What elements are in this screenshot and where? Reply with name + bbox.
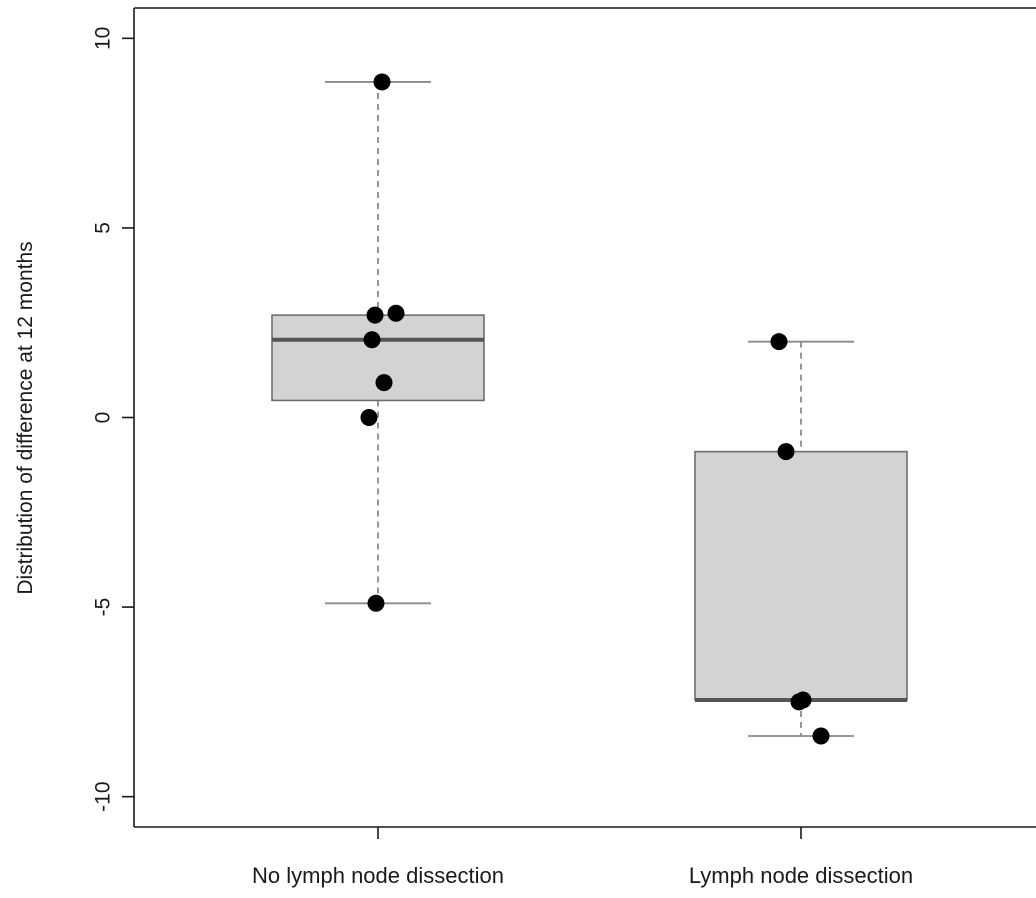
data-point	[375, 374, 393, 392]
y-tick-label: 10	[92, 27, 115, 50]
x-tick-label: Lymph node dissection	[689, 863, 913, 888]
y-axis-label: Distribution of difference at 12 months	[14, 241, 37, 594]
data-point	[360, 409, 378, 426]
data-point	[366, 306, 384, 324]
data-point	[363, 331, 381, 349]
box-iqr	[694, 450, 908, 701]
x-tick-label: No lymph node dissection	[252, 863, 504, 888]
y-tick-label: 5	[92, 222, 115, 234]
data-point	[387, 304, 405, 322]
data-point	[373, 73, 391, 91]
data-point	[770, 333, 788, 351]
y-tick-label: -5	[92, 598, 115, 617]
y-tick-label: 0	[92, 412, 115, 424]
data-point	[790, 693, 808, 711]
plot-area	[271, 73, 908, 745]
y-tick-label: -10	[92, 781, 115, 811]
data-point	[367, 594, 385, 612]
data-point	[812, 727, 830, 745]
data-point	[777, 443, 795, 461]
axes: -10 -5 0 5 10 No lymph node dissection Lymph n…	[92, 7, 1036, 888]
